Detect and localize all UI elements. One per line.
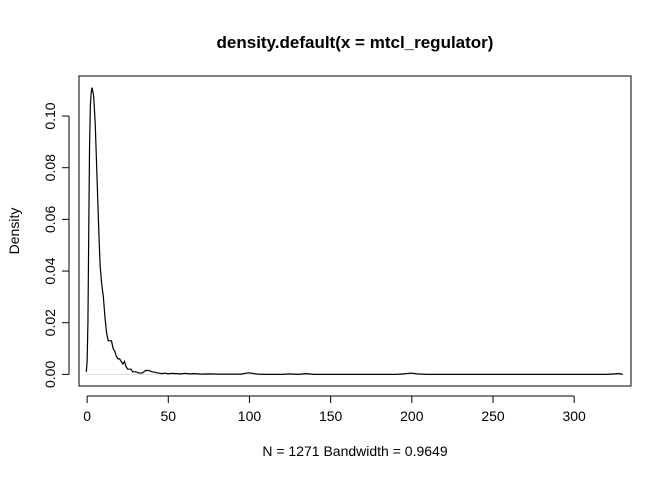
y-tick-label: 0.08: [42, 154, 58, 181]
plot-frame: [78, 75, 632, 387]
x-tick-label: 100: [238, 408, 262, 424]
x-tick-label: 250: [481, 408, 505, 424]
x-tick-label: 0: [83, 408, 91, 424]
x-tick-label: 200: [400, 408, 424, 424]
y-tick-label: 0.04: [42, 257, 58, 284]
y-tick-label: 0.06: [42, 206, 58, 233]
y-axis-label: Density: [6, 208, 22, 255]
y-tick-label: 0.00: [42, 361, 58, 388]
x-tick-label: 50: [161, 408, 177, 424]
x-tick-label: 300: [562, 408, 586, 424]
y-axis: 0.00 0.02 0.04 0.06 0.08 0.10: [42, 102, 70, 388]
density-curve: [85, 87, 624, 375]
x-tick-label: 150: [319, 408, 343, 424]
y-tick-label: 0.10: [42, 102, 58, 129]
y-tick-label: 0.02: [42, 309, 58, 336]
x-axis: 0 50 100 150 200 250 300: [83, 395, 586, 424]
chart-title: density.default(x = mtcl_regulator): [217, 33, 494, 52]
x-axis-label: N = 1271 Bandwidth = 0.9649: [262, 443, 447, 459]
